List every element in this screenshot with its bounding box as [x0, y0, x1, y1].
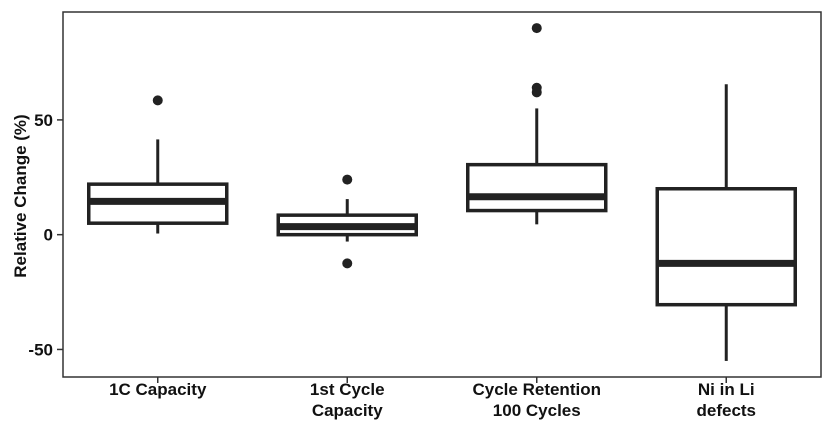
- y-axis: -50 0 50: [28, 111, 63, 359]
- x-category-label-line: Ni in Li: [698, 380, 755, 399]
- box-iqr: [655, 187, 797, 307]
- boxes-layer: [87, 23, 797, 361]
- plot-frame: [62, 11, 822, 378]
- box-iqr: [466, 162, 608, 213]
- y-tick-label: 50: [34, 111, 53, 130]
- x-category-label-line: defects: [696, 401, 756, 420]
- outlier-point: [531, 23, 542, 34]
- x-category-label-line: 1C Capacity: [109, 380, 207, 399]
- plot-border: [62, 11, 822, 378]
- y-tick-label: -50: [28, 340, 53, 359]
- y-axis-label: Relative Change (%): [11, 114, 30, 277]
- x-category-label: 1C Capacity: [109, 380, 207, 399]
- x-category-label-line: Capacity: [312, 401, 383, 420]
- x-category-label: Cycle Retention 100 Cycles: [473, 380, 601, 420]
- box-group: [466, 23, 608, 225]
- x-category-label-line: Cycle Retention: [473, 380, 601, 399]
- box-group: [87, 95, 229, 234]
- box-group: [655, 84, 797, 361]
- x-category-label: 1st Cycle Capacity: [310, 380, 385, 420]
- outlier-point: [152, 95, 163, 106]
- outlier-point: [531, 87, 542, 98]
- outlier-point: [342, 174, 353, 185]
- x-category-label-line: 1st Cycle: [310, 380, 385, 399]
- y-tick-label: 0: [44, 226, 53, 245]
- x-category-label-line: 100 Cycles: [493, 401, 581, 420]
- x-axis: 1C Capacity 1st Cycle Capacity Cycle Retent…: [109, 377, 756, 420]
- box-group: [276, 174, 418, 269]
- x-category-label: Ni in Li defects: [696, 380, 756, 420]
- outlier-point: [342, 258, 353, 269]
